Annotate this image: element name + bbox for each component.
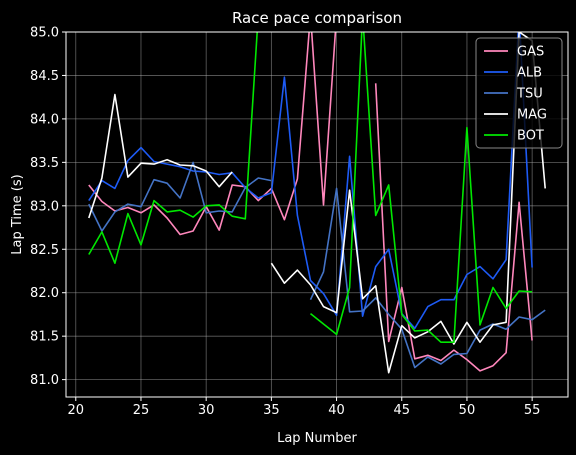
plot-frame (65, 31, 569, 398)
y-tick-label: 81.5 (30, 330, 59, 345)
y-tick-label: 84.0 (30, 112, 59, 127)
legend-label-mag: MAG (517, 108, 547, 123)
y-tick-label: 84.5 (30, 69, 59, 84)
legend-label-gas: GAS (517, 45, 544, 60)
series-line-mag (88, 32, 546, 374)
x-axis-ticks: 20 25 30 35 40 45 50 55 (68, 397, 541, 418)
series-line-bot (88, 32, 533, 343)
chart-title: Race pace comparison (232, 9, 402, 27)
x-tick-label: 55 (524, 403, 541, 418)
legend-label-alb: ALB (517, 66, 542, 81)
legend-label-tsu: TSU (516, 87, 543, 102)
x-tick-label: 45 (393, 403, 410, 418)
y-tick-label: 83.0 (30, 199, 59, 214)
y-axis-label: Lap Time (s) (10, 174, 25, 254)
y-tick-label: 81.0 (30, 373, 59, 388)
y-tick-label: 82.5 (30, 243, 59, 258)
series-line-tsu (88, 161, 546, 369)
legend-box (475, 37, 563, 149)
series-line-alb (88, 32, 533, 330)
x-tick-label: 40 (328, 403, 345, 418)
y-tick-label: 82.0 (30, 286, 59, 301)
y-tick-label: 85.0 (30, 26, 59, 41)
x-tick-label: 30 (198, 403, 215, 418)
legend-label-bot: BOT (517, 129, 544, 144)
x-tick-label: 35 (263, 403, 280, 418)
x-tick-label: 20 (68, 403, 85, 418)
y-axis-ticks: 81.0 81.5 82.0 82.5 83.0 83.5 84.0 84.5 85.0 (30, 26, 66, 388)
x-tick-label: 25 (133, 403, 150, 418)
y-tick-label: 83.5 (30, 156, 59, 171)
x-tick-label: 50 (459, 403, 476, 418)
series-lines (88, 32, 546, 374)
legend: GAS ALB TSU MAG BOT (475, 37, 563, 149)
x-axis-label: Lap Number (277, 431, 357, 446)
